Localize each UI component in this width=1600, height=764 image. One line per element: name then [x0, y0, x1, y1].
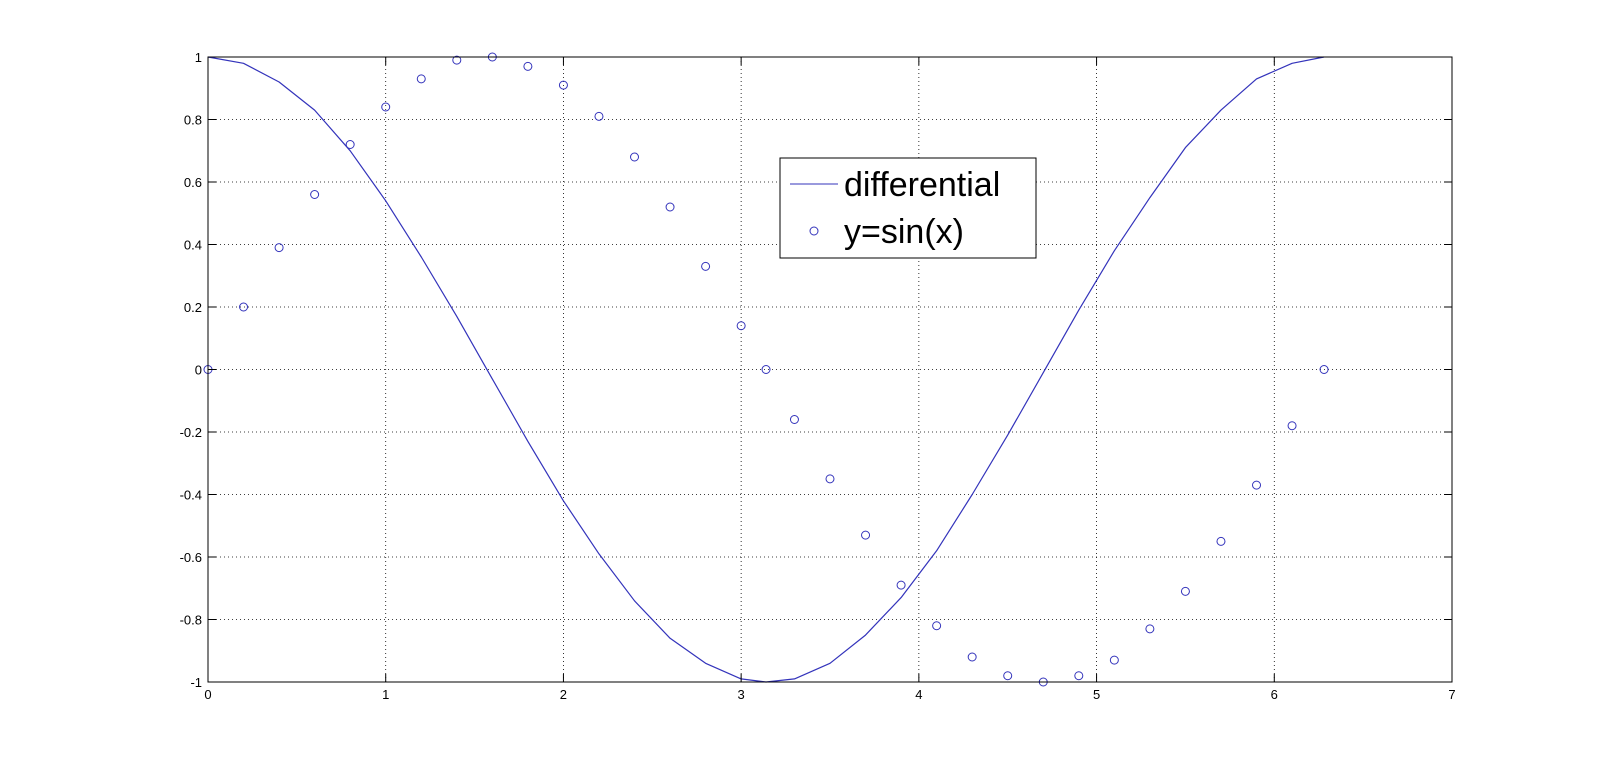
x-tick-label: 7	[1448, 687, 1455, 702]
series-point-1	[594, 111, 604, 121]
series-point-1	[932, 621, 942, 631]
x-tick-label: 5	[1093, 687, 1100, 702]
series-point-1	[1180, 586, 1190, 596]
y-tick-label: -0.8	[180, 613, 202, 628]
series-point-1	[1074, 671, 1084, 681]
series-point-1	[1287, 421, 1297, 431]
y-tick-label: 0.4	[184, 238, 202, 253]
plot-area-frame	[207, 56, 1453, 683]
legend: differential y=sin(x)	[779, 157, 1037, 259]
series-point-1	[789, 415, 799, 424]
legend-marker-swatch	[809, 226, 819, 236]
series-point-1	[825, 474, 835, 484]
legend-label-sin: y=sin(x)	[844, 213, 964, 251]
series-point-1	[1145, 624, 1155, 634]
series-point-1	[523, 61, 533, 71]
series-point-1	[736, 321, 746, 331]
series-point-1	[1216, 536, 1226, 546]
series-point-1	[701, 261, 711, 271]
y-tick-label: -1	[190, 675, 202, 690]
y-tick-label: 0.8	[184, 113, 202, 128]
series-point-1	[381, 102, 391, 112]
series-point-1	[861, 530, 871, 540]
series-point-1	[239, 302, 249, 312]
series-point-1	[1319, 365, 1329, 374]
x-tick-label: 0	[204, 687, 211, 702]
series-point-1	[1003, 671, 1013, 681]
y-tick-label: 1	[195, 50, 202, 65]
series-point-1	[1252, 480, 1262, 490]
legend-box	[779, 157, 1037, 259]
series-point-1	[761, 365, 771, 374]
series-point-1	[274, 243, 284, 253]
legend-label-differential: differential	[844, 166, 1000, 204]
y-tick-label: -0.4	[180, 488, 202, 503]
series-point-1	[896, 580, 906, 590]
series-point-1	[665, 202, 675, 212]
y-tick-label: 0.6	[184, 175, 202, 190]
x-tick-label: 1	[382, 687, 389, 702]
series-point-1	[630, 152, 640, 162]
grid-lines	[208, 57, 1452, 682]
series-point-1	[416, 74, 426, 84]
x-tick-label: 2	[560, 687, 567, 702]
series-point-1	[310, 190, 320, 199]
y-tick-label: 0.2	[184, 300, 202, 315]
series-point-1	[1109, 655, 1119, 665]
x-tick-label: 6	[1271, 687, 1278, 702]
series-point-1	[967, 652, 977, 662]
axis-ticks: 0 1 2 3 4 5 6 7 -1 -0.8 -0.6 -0.4 -0.2 0 0.2 0.4 0.6 0.8 1	[180, 50, 1456, 702]
series-point-1	[558, 80, 568, 90]
series-point-1	[345, 140, 355, 149]
y-tick-label: -0.2	[180, 425, 202, 440]
x-tick-label: 3	[738, 687, 745, 702]
y-tick-label: -0.6	[180, 550, 202, 565]
series-point-1	[452, 55, 462, 65]
x-tick-label: 4	[915, 687, 922, 702]
y-tick-label: 0	[195, 363, 202, 378]
